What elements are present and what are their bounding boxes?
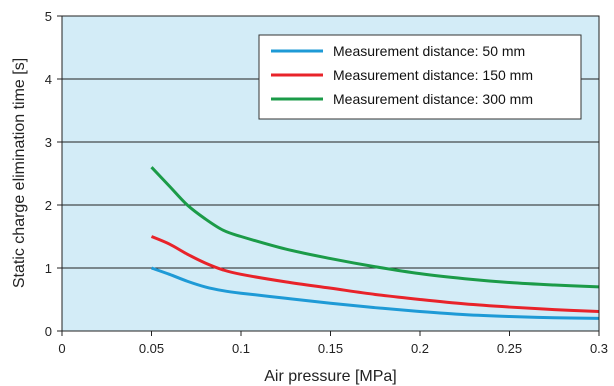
legend-label-150mm: Measurement distance: 150 mm — [333, 67, 533, 83]
x-tick-label-6: 0.3 — [590, 341, 608, 356]
y-tick-label-5: 5 — [45, 9, 52, 24]
legend-label-50mm: Measurement distance: 50 mm — [333, 43, 525, 59]
x-tick-label-0: 0 — [58, 341, 65, 356]
y-tick-label-3: 3 — [45, 135, 52, 150]
legend-label-300mm: Measurement distance: 300 mm — [333, 91, 533, 107]
y-axis-label: Static charge elimination time [s] — [11, 58, 28, 288]
x-tick-label-4: 0.2 — [411, 341, 429, 356]
x-axis-ticks: 0 0.05 0.1 0.15 0.2 0.25 0.3 — [58, 331, 608, 356]
x-tick-label-1: 0.05 — [139, 341, 164, 356]
legend: Measurement distance: 50 mm Measurement … — [259, 35, 581, 119]
y-tick-label-2: 2 — [45, 198, 52, 213]
x-tick-label-2: 0.1 — [232, 341, 250, 356]
x-tick-label-3: 0.15 — [318, 341, 343, 356]
x-tick-label-5: 0.25 — [497, 341, 522, 356]
y-axis-ticks: 0 1 2 3 4 5 — [45, 9, 62, 339]
y-tick-label-1: 1 — [45, 261, 52, 276]
x-axis-label: Air pressure [MPa] — [264, 368, 396, 385]
y-tick-label-0: 0 — [45, 324, 52, 339]
y-tick-label-4: 4 — [45, 72, 52, 87]
